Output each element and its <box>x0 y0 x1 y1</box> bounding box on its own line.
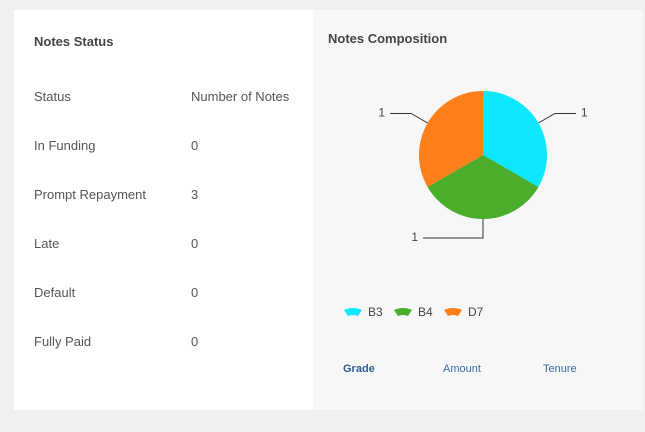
column-header: Status <box>34 89 71 104</box>
status-label: Prompt Repayment <box>34 187 146 202</box>
status-label: Late <box>34 236 60 251</box>
pie-slice <box>483 91 547 187</box>
tab[interactable]: Amount <box>443 363 481 375</box>
panel-title: Notes Status <box>34 34 114 49</box>
legend-label: D7 <box>468 305 484 319</box>
status-count: 3 <box>191 187 199 202</box>
notes-status-panel: Notes Status Status Number of Notes In F… <box>14 10 313 410</box>
status-count: 0 <box>191 334 199 349</box>
label-leader <box>390 113 428 124</box>
legend-label: B3 <box>368 305 383 319</box>
status-count: 0 <box>191 285 199 300</box>
legend-label: B4 <box>418 305 433 319</box>
tab[interactable]: Grade <box>343 363 375 375</box>
status-label: Default <box>34 285 76 300</box>
status-label: Fully Paid <box>34 334 92 349</box>
legend-icon <box>344 308 362 316</box>
status-count: 0 <box>191 236 199 251</box>
chart-title: Notes Composition <box>328 31 448 46</box>
legend-icon <box>444 308 462 316</box>
label-leader <box>423 219 484 239</box>
tab[interactable]: Tenure <box>543 363 577 375</box>
status-count: 0 <box>191 138 199 153</box>
pie-slice <box>427 155 539 219</box>
column-header: Number of Notes <box>191 89 290 104</box>
label-leader <box>538 113 576 124</box>
data-label: 1 <box>378 106 385 120</box>
status-label: In Funding <box>34 138 96 153</box>
legend-icon <box>394 308 412 316</box>
pie-slice <box>419 91 483 187</box>
data-label: 1 <box>581 106 588 120</box>
data-label: 1 <box>411 230 418 244</box>
